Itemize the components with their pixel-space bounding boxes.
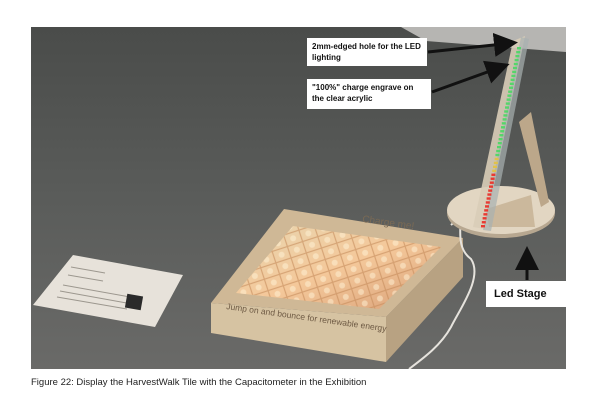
led-segment [492,169,497,173]
led-segment [489,181,494,184]
led-segment [516,50,521,54]
capacitometer [473,36,529,231]
led-segment [493,165,497,169]
led-segment [487,193,492,196]
exhibition-photo: Charge me! Jump on and bounce for renewa… [31,27,566,369]
led-segment [510,78,515,82]
led-segment [481,221,486,224]
led-segment [482,217,487,220]
qr-code [124,293,144,311]
led-segment [488,189,493,192]
led-segment [494,157,499,161]
led-segment [503,114,508,117]
led-segment [483,213,488,216]
led-segment [500,130,505,133]
led-segment [504,110,509,113]
led-segment [505,106,509,109]
led-strip [481,47,521,228]
led-segment [486,197,491,200]
led-segment [513,62,518,66]
led-segment [497,145,501,149]
led-segment [502,118,507,121]
led-segment [511,74,516,78]
led-segment [485,205,489,208]
led-segment [495,153,500,157]
led-segment [514,58,519,62]
info-card [33,255,183,327]
led-segment [489,185,493,188]
led-segment [493,161,498,165]
led-segment [501,126,505,129]
led-segment [512,70,517,74]
led-segment [506,98,511,101]
callout-led-stage: Led Stage [486,281,568,307]
figure-caption: Figure 22: Display the HarvestWalk Tile … [31,377,367,388]
led-segment [509,82,514,85]
led-segment [498,137,503,141]
led-segment [485,201,490,204]
callout-charge-engrave: "100%" charge engrave on the clear acryl… [307,79,431,109]
led-segment [515,54,520,58]
led-segment [517,47,521,50]
led-segment [508,90,513,93]
led-segment [513,66,517,70]
harvestwalk-tile: Charge me! Jump on and bounce for renewa… [211,209,463,362]
led-segment [501,122,506,125]
led-segment [499,134,504,137]
led-segment [484,209,489,212]
led-segment [490,177,495,180]
led-segment [509,86,513,89]
led-segment [505,102,510,105]
led-segment [491,173,496,176]
led-segment [497,141,502,145]
led-segment [507,94,512,97]
callout-led-hole: 2mm-edged hole for the LED lighting [307,38,427,66]
led-segment [496,149,501,153]
led-segment [481,225,485,228]
